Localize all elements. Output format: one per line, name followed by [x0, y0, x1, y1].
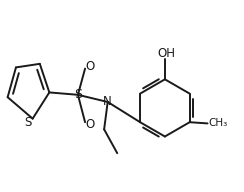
Text: CH₃: CH₃ — [208, 118, 227, 128]
Text: S: S — [25, 116, 32, 129]
Text: S: S — [74, 88, 82, 101]
Text: O: O — [86, 60, 95, 73]
Text: OH: OH — [157, 47, 175, 60]
Text: N: N — [103, 95, 112, 108]
Text: O: O — [86, 118, 95, 131]
